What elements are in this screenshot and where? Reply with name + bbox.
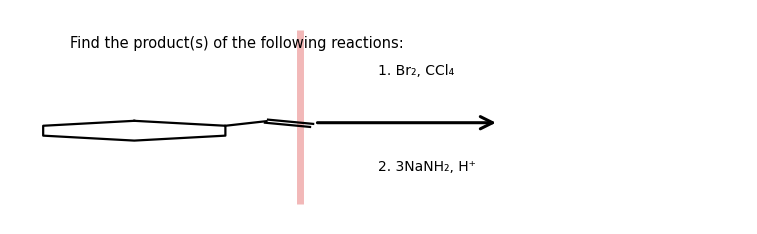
Text: 1. Br₂, CCl₄: 1. Br₂, CCl₄	[378, 64, 455, 78]
Text: 2. 3NaNH₂, H⁺: 2. 3NaNH₂, H⁺	[378, 160, 476, 174]
Text: Find the product(s) of the following reactions:: Find the product(s) of the following rea…	[70, 37, 404, 51]
